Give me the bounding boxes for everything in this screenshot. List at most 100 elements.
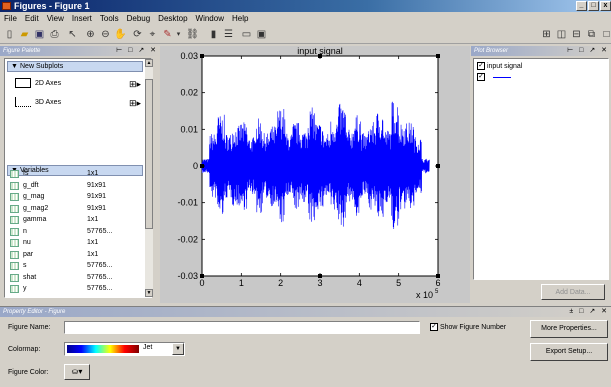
variable-row[interactable]: n 57765...: [7, 226, 147, 238]
rotate-3d-icon[interactable]: ⟳: [133, 29, 142, 40]
plot-browser-title: Plot Browser: [474, 48, 509, 54]
menu-help[interactable]: Help: [231, 14, 249, 23]
menu-tools[interactable]: Tools: [99, 14, 119, 23]
export-setup-button[interactable]: Export Setup...: [530, 343, 608, 361]
left-right-split-icon[interactable]: ◫: [556, 29, 567, 40]
zoom-out-icon[interactable]: ⊖: [101, 29, 110, 40]
palette-scrollbar[interactable]: ▲ ▼: [145, 59, 153, 297]
property-editor-controls[interactable]: ± □ ↗ ✕: [569, 308, 609, 315]
variable-size: 1x1: [87, 239, 99, 246]
plot-item-line[interactable]: ✓: [477, 73, 511, 83]
show-figure-number-checkbox[interactable]: ✓ Show Figure Number: [430, 323, 506, 333]
plot-browser-controls[interactable]: ⊢ □ ↗ ✕: [567, 47, 609, 54]
add-data-button[interactable]: Add Data...: [541, 284, 605, 300]
pan-hand-icon[interactable]: ✋: [114, 29, 127, 40]
chart-title: input signal: [297, 46, 343, 56]
menu-file[interactable]: File: [4, 14, 17, 23]
matrix-variable-icon: [10, 181, 19, 190]
more-properties-button[interactable]: More Properties...: [530, 320, 608, 338]
y-tick-label: -0.03: [177, 271, 198, 281]
line-series-swatch: [492, 76, 511, 78]
minimize-button[interactable]: _: [576, 1, 587, 11]
edit-plot-arrow-icon[interactable]: ↖: [68, 29, 77, 40]
print-icon[interactable]: ⎙: [50, 29, 59, 40]
x-tick-label: 4: [357, 278, 362, 288]
show-plot-tools-icon[interactable]: ▣: [256, 29, 267, 40]
selection-handle: [436, 54, 440, 58]
variable-row[interactable]: shat 57765...: [7, 272, 147, 284]
save-icon[interactable]: ▣: [34, 29, 45, 40]
variable-row[interactable]: y 57765...: [7, 283, 147, 295]
variable-row[interactable]: gamma 1x1: [7, 214, 147, 226]
selection-handle: [318, 274, 322, 278]
variable-size: 1x1: [87, 250, 99, 258]
variable-row[interactable]: nu 1x1: [7, 237, 147, 249]
checkbox-checked-icon[interactable]: ✓: [477, 73, 485, 82]
tile-grid-icon[interactable]: ⊞: [542, 29, 551, 40]
variable-row[interactable]: par 1x1: [7, 249, 147, 261]
x-tick-label: 5: [396, 278, 401, 288]
figure-name-input[interactable]: [64, 321, 420, 334]
variable-row[interactable]: g_dft 91x91: [7, 180, 147, 192]
maximize-button[interactable]: □: [588, 1, 599, 11]
variable-size: 91x91: [87, 204, 107, 212]
x-tick-label: 3: [317, 278, 322, 288]
data-cursor-icon[interactable]: ⌖: [149, 29, 156, 40]
signal-chart[interactable]: 0 1 2 3 4 5 60.030.020.010-0.01-0.02-0.03input…: [160, 46, 470, 303]
grid-layout-icon[interactable]: ⊞▸: [128, 79, 141, 89]
checkbox-checked-icon[interactable]: ✓: [477, 62, 485, 71]
figure-color-label: Figure Color:: [8, 369, 49, 376]
variable-name: n: [23, 227, 27, 235]
paint-bucket-icon[interactable]: ⛀▾: [64, 364, 90, 380]
menu-view[interactable]: View: [46, 14, 64, 23]
scroll-thumb[interactable]: [145, 79, 153, 229]
open-file-icon[interactable]: ▰: [20, 29, 29, 40]
maximize-pane-icon[interactable]: □: [603, 29, 610, 40]
colormap-label: Colormap:: [8, 346, 41, 353]
brush-dropdown-icon[interactable]: ▾: [176, 31, 181, 38]
insert-legend-icon[interactable]: ☰: [224, 29, 233, 40]
insert-colorbar-icon[interactable]: ▮: [210, 29, 217, 40]
window-title: Figures - Figure 1: [14, 1, 90, 11]
float-icon[interactable]: ⧉: [587, 29, 596, 40]
chevron-down-icon[interactable]: ▼: [172, 343, 184, 355]
menu-edit[interactable]: Edit: [24, 14, 39, 23]
grid-layout-icon[interactable]: ⊞▸: [128, 98, 141, 108]
menu-window[interactable]: Window: [195, 14, 224, 23]
variable-row[interactable]: fs 1x1: [7, 168, 147, 180]
hide-plot-tools-icon[interactable]: ▭: [241, 29, 252, 40]
close-button[interactable]: x: [600, 1, 611, 11]
checkbox-checked-icon[interactable]: ✓: [430, 323, 438, 332]
new-subplots-header[interactable]: ▼ New Subplots: [7, 61, 143, 72]
variable-name: par: [23, 250, 34, 258]
menu-bar: File Edit View Insert Tools Debug Desktop Windo…: [0, 12, 611, 25]
variable-size: 1x1: [87, 216, 99, 223]
variables-label: Variables: [20, 167, 49, 174]
variable-row[interactable]: s 57765...: [7, 260, 147, 272]
y-tick-label: 0.02: [180, 88, 198, 98]
variable-row[interactable]: g_mag 91x91: [7, 191, 147, 203]
top-bottom-split-icon[interactable]: ⊟: [572, 29, 581, 40]
brush-icon[interactable]: ✎: [163, 29, 172, 40]
selection-handle: [200, 274, 204, 278]
subplot-2d-axes[interactable]: 2D Axes ⊞▸: [15, 77, 141, 91]
matrix-variable-icon: [10, 250, 19, 259]
zoom-in-icon[interactable]: ⊕: [86, 29, 95, 40]
figure-palette-controls[interactable]: ⊢ □ ↗ ✕: [116, 47, 158, 54]
show-figure-number-label: Show Figure Number: [439, 324, 507, 331]
scroll-down-icon[interactable]: ▼: [145, 289, 153, 297]
menu-debug[interactable]: Debug: [126, 14, 151, 23]
plot-browser: Plot Browser ⊢ □ ↗ ✕ ✓ input signal ✓ Ad…: [471, 46, 611, 303]
link-plot-icon[interactable]: ⛓: [186, 29, 199, 40]
subplot-3d-axes[interactable]: 3D Axes ⊞▸: [15, 96, 141, 110]
variable-row[interactable]: g_mag2 91x91: [7, 203, 147, 215]
new-figure-icon[interactable]: ▯: [6, 29, 13, 40]
selection-handle: [200, 54, 204, 58]
property-editor: Property Editor - Figure ± □ ↗ ✕ Figure …: [0, 306, 611, 387]
menu-desktop[interactable]: Desktop: [158, 14, 188, 23]
signal-line: [201, 101, 430, 230]
menu-insert[interactable]: Insert: [71, 14, 92, 23]
scroll-up-icon[interactable]: ▲: [145, 59, 153, 67]
plot-item-input-signal[interactable]: ✓ input signal: [477, 62, 522, 72]
colormap-select[interactable]: Jet ▼: [64, 342, 185, 356]
